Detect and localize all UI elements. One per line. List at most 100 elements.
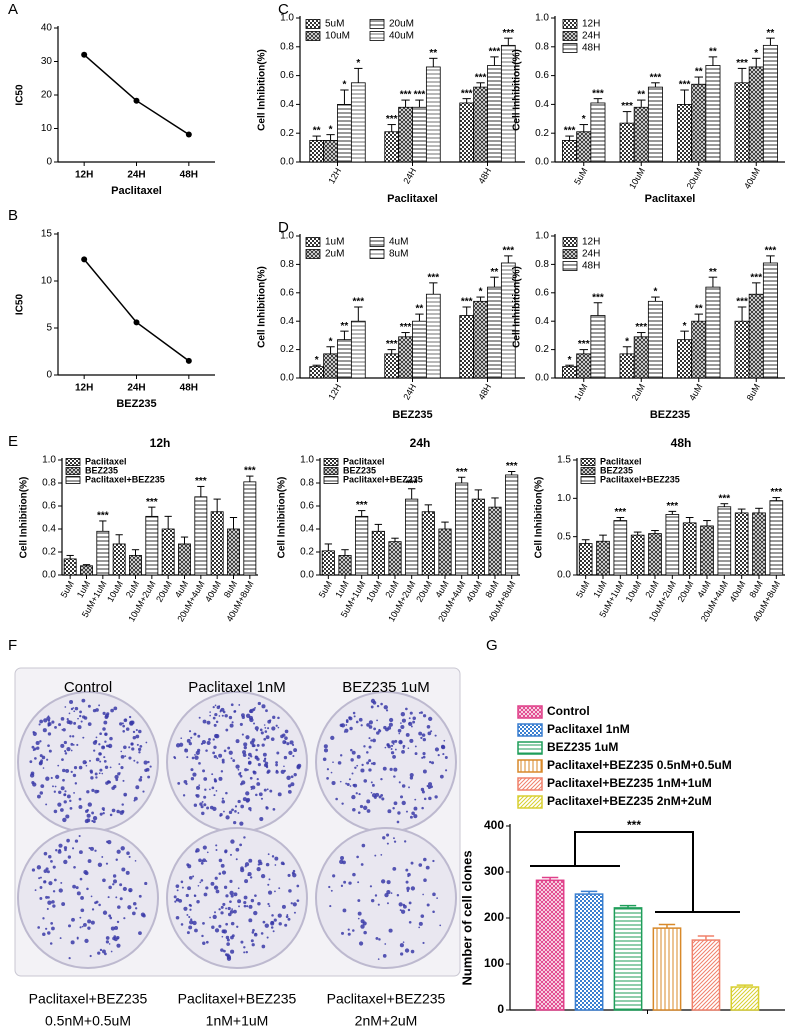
significance-label: *** xyxy=(765,246,777,257)
colony xyxy=(372,738,376,743)
colony xyxy=(275,770,279,774)
colony xyxy=(198,716,201,719)
significance-label: * xyxy=(653,287,657,298)
colony xyxy=(369,885,373,888)
colony xyxy=(272,930,275,933)
colony xyxy=(135,785,140,790)
colony xyxy=(360,924,365,929)
data-point xyxy=(185,131,192,138)
legend-swatch xyxy=(305,249,321,259)
legend-swatch xyxy=(369,237,385,247)
colony xyxy=(340,856,345,860)
colony xyxy=(46,870,50,874)
chart-title: 24h xyxy=(410,436,431,450)
colony xyxy=(258,792,263,797)
colony xyxy=(293,748,298,753)
bar xyxy=(210,511,224,576)
colony xyxy=(108,885,112,890)
colony xyxy=(255,748,258,752)
colony xyxy=(282,740,287,745)
x-tick-label: 20uM xyxy=(414,579,434,603)
bar xyxy=(178,543,191,576)
legend-swatch xyxy=(323,458,339,466)
colony xyxy=(226,942,230,946)
well xyxy=(166,691,308,833)
colony xyxy=(42,728,47,733)
colony xyxy=(115,858,118,861)
bar xyxy=(129,555,142,576)
colony xyxy=(59,937,62,940)
x-tick-label: 4uM xyxy=(695,579,712,599)
colony xyxy=(121,867,126,872)
bar xyxy=(633,106,649,163)
significance-label: *** xyxy=(502,246,514,257)
colony xyxy=(248,858,253,863)
colony xyxy=(63,846,68,850)
colony xyxy=(99,768,103,772)
chart-title: 12h xyxy=(150,436,171,450)
colony xyxy=(97,951,101,955)
colony xyxy=(245,713,251,718)
colony xyxy=(428,716,433,721)
colony xyxy=(368,759,372,763)
colony xyxy=(249,876,253,879)
colony xyxy=(39,876,42,879)
colony xyxy=(227,746,231,750)
significance-label: ** xyxy=(709,267,717,278)
colony xyxy=(256,729,259,732)
colony xyxy=(87,802,92,807)
bar xyxy=(80,565,93,576)
colony xyxy=(418,731,423,736)
y-tick-label: 30 xyxy=(41,56,53,67)
well xyxy=(315,691,457,833)
colony xyxy=(323,748,329,753)
colony xyxy=(82,736,85,739)
colony xyxy=(445,769,448,772)
colony xyxy=(89,759,91,762)
colony xyxy=(292,902,297,907)
colony xyxy=(115,778,119,782)
x-tick-label: 12H xyxy=(75,383,93,394)
colony xyxy=(128,756,132,760)
colony xyxy=(78,804,83,809)
colony xyxy=(173,895,177,899)
colony xyxy=(76,891,81,896)
bar xyxy=(647,300,663,379)
colony xyxy=(51,926,55,931)
colony xyxy=(123,917,126,920)
y-tick-label: 1.0 xyxy=(535,231,549,242)
colony xyxy=(31,745,35,749)
bar xyxy=(459,102,475,163)
colony xyxy=(131,747,135,751)
colony xyxy=(351,772,354,775)
colony xyxy=(220,948,224,952)
colony xyxy=(252,744,256,748)
colony xyxy=(95,757,100,762)
bar xyxy=(405,498,419,576)
bar xyxy=(576,353,592,379)
legend-swatch xyxy=(580,458,596,466)
colony xyxy=(375,792,380,797)
colony xyxy=(112,936,116,941)
legend-label: 48H xyxy=(582,261,600,272)
colony xyxy=(247,872,252,877)
colony xyxy=(243,836,246,839)
colony xyxy=(135,734,140,739)
colony xyxy=(78,797,82,801)
colony xyxy=(360,919,365,924)
colony xyxy=(407,747,410,750)
colony xyxy=(91,819,94,823)
colony xyxy=(352,783,356,787)
colony xyxy=(111,808,116,813)
colony xyxy=(42,932,46,936)
colony xyxy=(278,887,281,890)
colony xyxy=(268,878,271,881)
bar xyxy=(455,482,469,576)
colony xyxy=(102,878,106,883)
colony xyxy=(398,732,401,735)
colony xyxy=(384,943,387,945)
colony xyxy=(91,908,95,911)
colony xyxy=(267,883,270,886)
y-tick-label: 1.0 xyxy=(535,13,549,24)
colony xyxy=(99,948,103,952)
